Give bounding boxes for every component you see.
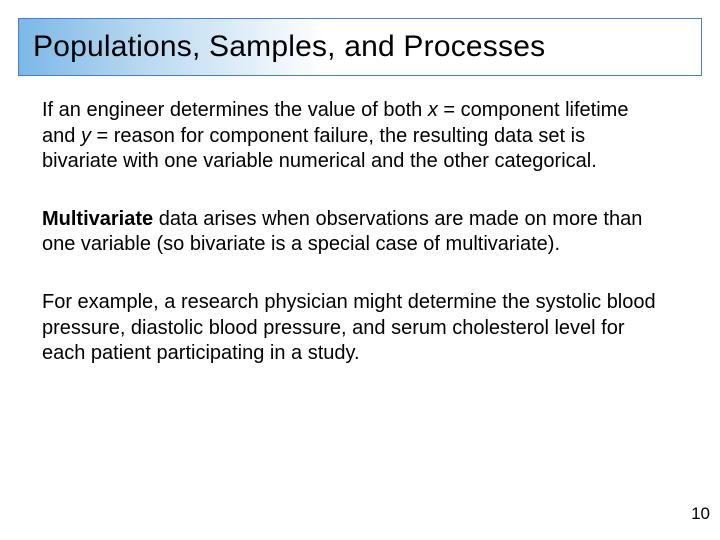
title-bar: Populations, Samples, and Processes	[18, 18, 702, 76]
paragraph-2: Multivariate data arises when observatio…	[42, 207, 662, 258]
para1-x-var: x	[428, 99, 438, 121]
para1-text3: = reason for component failure, the resu…	[42, 125, 597, 173]
para1-text1: If an engineer determines the value of b…	[42, 99, 428, 121]
content-area: If an engineer determines the value of b…	[42, 98, 662, 399]
paragraph-1: If an engineer determines the value of b…	[42, 98, 662, 175]
para2-bold: Multivariate	[42, 208, 153, 230]
slide-title: Populations, Samples, and Processes	[33, 30, 545, 64]
page-number: 10	[691, 504, 710, 524]
para1-y-var: y	[81, 125, 91, 147]
paragraph-3: For example, a research physician might …	[42, 290, 662, 367]
